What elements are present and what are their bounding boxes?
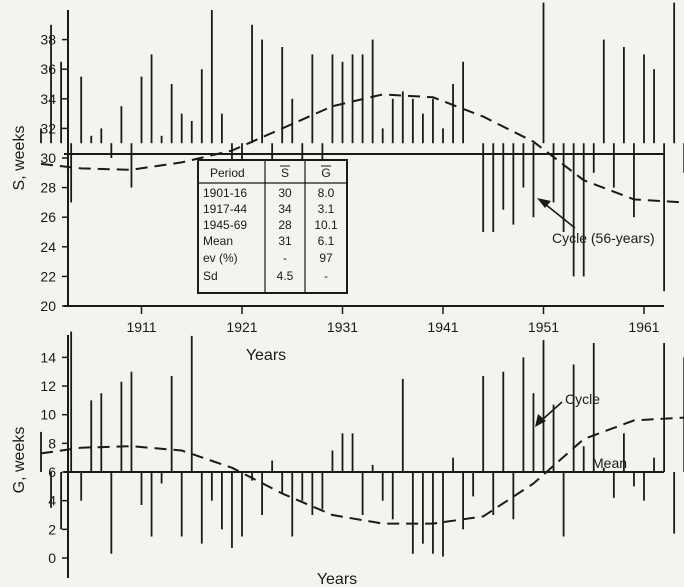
stats-table-box bbox=[197, 159, 348, 294]
s-x-axis-title: Years bbox=[246, 347, 286, 364]
g-y-tick-label: 4 bbox=[48, 493, 56, 509]
stats-table-period: 1917-44 bbox=[203, 202, 247, 216]
stats-table-g-value: 97 bbox=[319, 251, 333, 265]
g-cycle-arrow bbox=[541, 401, 563, 421]
s-cycle-arrow bbox=[544, 203, 576, 229]
s-y-tick-label: 24 bbox=[40, 239, 56, 255]
s-x-ticks: 19111921193119411951196119711981 bbox=[126, 306, 660, 335]
s-x-tick-label: 1911 bbox=[126, 319, 156, 335]
s-x-tick-label: 1961 bbox=[628, 319, 659, 335]
stats-table-g-value: 8.0 bbox=[318, 186, 335, 200]
stats-table-s-value: 28 bbox=[278, 218, 292, 232]
stats-table-s-value: 4.5 bbox=[277, 269, 294, 283]
stats-table-g-value: - bbox=[324, 269, 328, 283]
s-x-tick-label: 1921 bbox=[226, 319, 257, 335]
s-cycle-arrow-head bbox=[537, 198, 551, 208]
stats-table-rows: 1901-16 30 8.0 1917-44 34 3.1 1945-69 28 10.1 Mea… bbox=[203, 186, 338, 283]
g-y-axis-title: G, weeks bbox=[11, 427, 28, 494]
s-x-tick-label: 1941 bbox=[427, 319, 458, 335]
stats-table-g-value: 3.1 bbox=[318, 202, 335, 216]
s-y-tick-label: 36 bbox=[40, 61, 56, 77]
stats-table-g-value: 10.1 bbox=[314, 218, 338, 232]
g-y-tick-label: 0 bbox=[48, 550, 56, 566]
stats-table-period: Sd bbox=[203, 269, 218, 283]
s-y-tick-label: 28 bbox=[40, 180, 56, 196]
s-cycle-curve bbox=[40, 93, 684, 204]
g-x-axis-title: Years bbox=[317, 571, 357, 587]
g-cycle-arrow-head bbox=[535, 414, 546, 427]
stats-table-s-value: - bbox=[283, 251, 287, 265]
s-y-tick-label: 34 bbox=[40, 91, 56, 107]
s-cycle-label: Cycle (56-years) bbox=[552, 230, 655, 246]
g-y-ticks: 0 2 4 6 8 10 12 14 bbox=[40, 349, 68, 566]
stats-table-header-g: G bbox=[321, 166, 330, 180]
s-y-tick-label: 20 bbox=[40, 298, 56, 314]
s-y-tick-label: 38 bbox=[40, 32, 56, 48]
stats-table-period: Mean bbox=[203, 234, 233, 248]
stats-table-period: 1901-16 bbox=[203, 186, 247, 200]
s-y-ticks: 20 22 24 26 28 30 32 34 36 38 bbox=[40, 32, 68, 314]
s-y-tick-label: 26 bbox=[40, 209, 56, 225]
g-y-tick-label: 6 bbox=[48, 464, 56, 480]
s-bars bbox=[40, 2, 684, 292]
s-x-tick-label: 1951 bbox=[528, 319, 559, 335]
g-bars bbox=[40, 331, 684, 557]
stats-table-s-value: 34 bbox=[278, 202, 292, 216]
g-y-tick-label: 8 bbox=[48, 435, 56, 451]
g-y-tick-label: 10 bbox=[40, 407, 56, 423]
stats-table-period: 1945-69 bbox=[203, 218, 247, 232]
stats-table-s-value: 30 bbox=[278, 186, 292, 200]
g-y-tick-label: 14 bbox=[40, 349, 56, 365]
stats-table-period: ev (%) bbox=[203, 251, 238, 265]
stats-table-g-value: 6.1 bbox=[318, 234, 335, 248]
s-chart: 20 22 24 26 28 30 32 34 36 38 1911 1921 1931 1941 195… bbox=[11, 2, 684, 364]
s-y-tick-label: 32 bbox=[40, 120, 56, 136]
g-y-tick-label: 2 bbox=[48, 521, 56, 537]
s-y-tick-label: 30 bbox=[40, 150, 56, 166]
s-x-tick-label: 1931 bbox=[327, 319, 358, 335]
g-cycle-label: Cycle bbox=[565, 391, 600, 407]
s-y-tick-label: 22 bbox=[40, 268, 56, 284]
g-y-tick-label: 12 bbox=[40, 378, 56, 394]
stats-table-header-period: Period bbox=[210, 166, 245, 180]
stats-table-s-value: 31 bbox=[278, 234, 292, 248]
stats-table: Period S G 1901-16 30 8.0 1917-44 34 3.1 1945-… bbox=[197, 159, 348, 294]
s-y-axis-title: S, weeks bbox=[11, 126, 28, 191]
stats-table-header-s: S bbox=[281, 166, 289, 180]
g-chart: 0 2 4 6 8 10 12 14 G, weeks Years Cycle Mean bbox=[11, 331, 684, 587]
g-mean-label: Mean bbox=[592, 455, 627, 471]
